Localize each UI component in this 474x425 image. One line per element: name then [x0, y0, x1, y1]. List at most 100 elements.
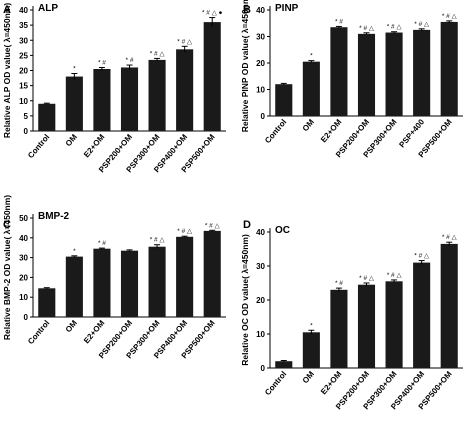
y-tick-label: 0 — [24, 313, 29, 322]
chart-panel-a: A ALP Relative ALP OD value( λ=450nm) 0 5 10 1… — [2, 3, 226, 174]
significance-annotation: * # △ — [442, 13, 458, 20]
chart-panel-d: D OC Relative OC OD value( λ=450nm) 0 10 20 30… — [240, 219, 463, 411]
chart-title: ALP — [38, 3, 58, 14]
bar — [440, 21, 458, 116]
bar — [302, 61, 320, 116]
x-tick-label: OM — [64, 318, 79, 334]
significance-annotation: * # △ — [177, 228, 193, 235]
y-tick-label: 40 — [256, 6, 265, 15]
y-tick-label: 20 — [19, 273, 28, 282]
y-tick-label: 50 — [19, 214, 28, 223]
chart-title: PINP — [275, 3, 299, 14]
y-tick-label: 15 — [19, 82, 28, 91]
x-tick-label: Control — [26, 133, 51, 161]
y-axis-label: Relative ALP OD value( λ=450nm) — [2, 3, 12, 139]
x-tick-label: PSP+400 — [397, 117, 426, 149]
bar — [38, 288, 56, 317]
bar — [93, 248, 111, 317]
panel-letter: D — [243, 219, 251, 231]
y-tick-label: 0 — [261, 112, 266, 121]
significance-annotation: * # — [126, 57, 134, 64]
bar — [203, 230, 221, 317]
y-tick-label: 25 — [19, 51, 28, 60]
y-tick-label: 40 — [256, 228, 265, 237]
x-tick-label: E2+OM — [319, 117, 344, 144]
y-tick-label: 0 — [24, 127, 29, 136]
bar — [413, 29, 431, 116]
significance-annotation: * # — [335, 280, 343, 287]
bar — [330, 27, 348, 117]
bar — [440, 243, 458, 368]
x-tick-label: Control — [26, 319, 51, 347]
y-axis-label: Relative BMP-2 OD value( λ=450nm) — [2, 195, 12, 340]
x-tick-label: E2+OM — [82, 318, 107, 345]
significance-annotation: * # △ — [414, 253, 430, 260]
bar — [38, 103, 56, 131]
bar — [148, 246, 166, 317]
chart-title: BMP-2 — [38, 211, 70, 222]
significance-annotation: * # △ — [359, 25, 375, 32]
significance-annotation: * # △ — [359, 275, 375, 282]
y-tick-label: 5 — [24, 112, 29, 121]
panel-letter: A — [3, 4, 11, 16]
bar — [330, 289, 348, 368]
bar — [275, 84, 293, 116]
panel-letter: C — [3, 219, 11, 231]
x-tick-label: OM — [64, 132, 79, 148]
significance-annotation: * # △ — [442, 234, 458, 241]
significance-annotation: * — [310, 322, 313, 329]
bar — [120, 250, 139, 317]
significance-annotation: * # △ — [414, 21, 430, 28]
y-tick-label: 20 — [19, 67, 28, 76]
y-tick-label: 30 — [19, 36, 28, 45]
x-tick-label: Control — [263, 118, 288, 146]
significance-annotation: * — [73, 248, 76, 255]
bar — [176, 49, 194, 132]
y-tick-label: 30 — [256, 33, 265, 42]
bar — [148, 59, 166, 131]
chart-panel-c: C BMP-2 Relative BMP-2 OD value( λ=450nm) 0… — [2, 195, 226, 360]
y-tick-label: 30 — [256, 262, 265, 271]
significance-annotation: * # △ — [205, 222, 221, 229]
significance-annotation: * # △ — [150, 237, 166, 244]
y-tick-label: 35 — [19, 21, 28, 30]
bar — [385, 281, 403, 368]
bar — [413, 262, 431, 368]
y-tick-label: 20 — [256, 296, 265, 305]
y-tick-label: 10 — [19, 293, 28, 302]
y-axis-label: Relative OC OD value( λ=450nm) — [240, 234, 250, 366]
y-tick-label: 30 — [19, 254, 28, 263]
bar — [93, 68, 111, 131]
significance-annotation: * # — [335, 18, 343, 25]
chart-panel-b: B PINP Relative PINP OD value( λ=450nm) 0 10… — [240, 0, 463, 159]
y-tick-label: 40 — [19, 234, 28, 243]
bar — [65, 256, 83, 317]
significance-annotation: * — [310, 53, 313, 60]
x-tick-label: OM — [301, 117, 316, 133]
bar — [65, 76, 83, 131]
bar — [275, 361, 293, 368]
y-tick-label: 10 — [256, 330, 265, 339]
bar — [357, 284, 376, 368]
y-axis-label: Relative PINP OD value( λ=450nm) — [240, 0, 250, 132]
bar — [302, 332, 320, 368]
x-tick-label: E2+OM — [319, 369, 344, 396]
significance-annotation: * # △ — [177, 38, 193, 45]
y-tick-label: 20 — [256, 59, 265, 68]
significance-annotation: * # △ ● — [202, 10, 223, 17]
significance-annotation: * # — [98, 240, 106, 247]
y-tick-label: 0 — [261, 364, 266, 373]
x-tick-label: Control — [263, 370, 288, 398]
x-tick-label: E2+OM — [82, 132, 107, 159]
bar — [385, 32, 403, 116]
bar — [120, 67, 139, 131]
chart-title: OC — [275, 225, 290, 236]
x-tick-label: OM — [301, 369, 316, 385]
significance-annotation: * # △ — [387, 272, 403, 279]
bar — [203, 22, 221, 132]
panel-letter: B — [243, 4, 251, 16]
significance-annotation: * # △ — [150, 50, 166, 57]
bar — [357, 33, 376, 116]
